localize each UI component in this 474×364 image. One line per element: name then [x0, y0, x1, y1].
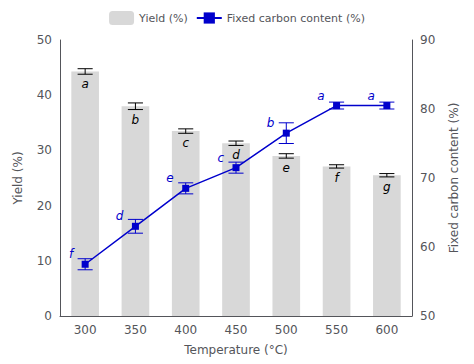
svg-text:Temperature (°C): Temperature (°C) [183, 343, 288, 357]
svg-text:10: 10 [37, 254, 52, 268]
svg-text:g: g [383, 180, 391, 194]
svg-text:b: b [132, 113, 140, 127]
svg-text:c: c [182, 136, 189, 150]
svg-text:d: d [232, 148, 240, 162]
svg-text:e: e [166, 171, 173, 185]
svg-text:e: e [283, 161, 290, 175]
svg-text:60: 60 [420, 240, 435, 254]
svg-text:a: a [317, 89, 324, 103]
svg-text:500: 500 [275, 323, 298, 337]
svg-text:a: a [81, 77, 88, 91]
svg-text:d: d [116, 209, 124, 223]
svg-text:f: f [334, 171, 340, 185]
svg-text:600: 600 [375, 323, 398, 337]
svg-text:Fixed carbon content (%): Fixed carbon content (%) [447, 103, 461, 254]
svg-text:550: 550 [325, 323, 348, 337]
svg-text:30: 30 [37, 143, 52, 157]
svg-text:350: 350 [124, 323, 147, 337]
svg-text:b: b [267, 116, 275, 130]
svg-text:450: 450 [225, 323, 248, 337]
svg-text:a: a [367, 89, 374, 103]
svg-text:Yield (%): Yield (%) [138, 12, 188, 25]
svg-text:40: 40 [37, 88, 52, 102]
svg-text:c: c [217, 151, 224, 165]
svg-text:400: 400 [174, 323, 197, 337]
svg-text:300: 300 [74, 323, 97, 337]
svg-text:0: 0 [44, 309, 52, 323]
svg-text:70: 70 [420, 171, 435, 185]
svg-text:Yield (%): Yield (%) [11, 151, 25, 205]
svg-text:50: 50 [420, 309, 435, 323]
svg-text:50: 50 [37, 33, 52, 47]
svg-text:90: 90 [420, 33, 435, 47]
svg-text:20: 20 [37, 199, 52, 213]
svg-text:80: 80 [420, 102, 435, 116]
svg-text:f: f [69, 247, 75, 261]
svg-text:Fixed carbon content (%): Fixed carbon content (%) [227, 12, 365, 25]
